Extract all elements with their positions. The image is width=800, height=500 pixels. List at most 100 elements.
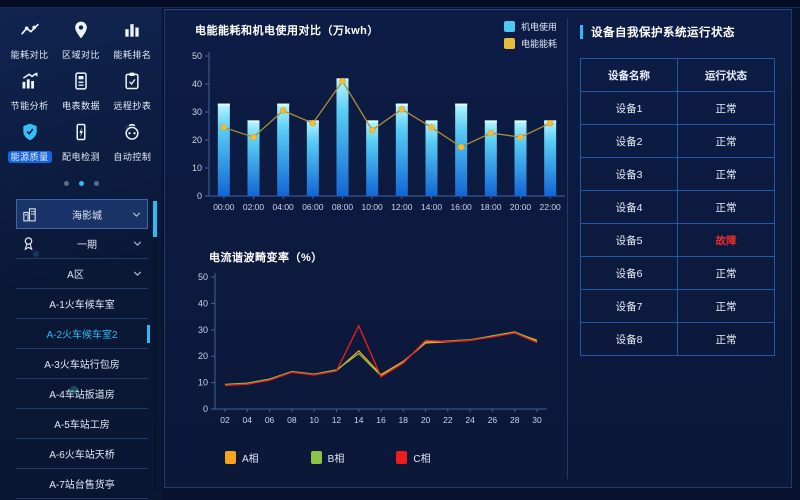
shield-icon xyxy=(20,122,40,142)
legend-swatch xyxy=(396,451,408,464)
sidebar-menu-item[interactable]: 节能分析 xyxy=(4,71,55,112)
device-status-panel: 设备自我保护系统运行状态 设备名称 运行状态 设备1 正常 设备2 正常 设备3 正常 设备… xyxy=(568,10,791,487)
legend-swatch xyxy=(225,451,236,464)
svg-text:16:00: 16:00 xyxy=(451,202,473,212)
svg-text:12: 12 xyxy=(332,415,342,425)
svg-text:10: 10 xyxy=(309,415,319,425)
svg-text:18: 18 xyxy=(399,415,409,425)
tree-item[interactable]: A-3火车站行包房 xyxy=(16,349,148,379)
tree-scrollbar xyxy=(153,201,157,493)
clipboard-icon xyxy=(122,71,142,91)
device-status-table: 设备名称 运行状态 设备1 正常 设备2 正常 设备3 正常 设备4 正常 设备5 故障 设备6 正常… xyxy=(580,58,775,356)
title-accent-bar xyxy=(580,25,583,39)
svg-text:02:00: 02:00 xyxy=(243,202,265,212)
svg-text:26: 26 xyxy=(488,415,498,425)
sidebar-menu-item[interactable]: 区域对比 xyxy=(55,20,106,61)
svg-text:30: 30 xyxy=(192,107,202,117)
menu-item-label: 节能分析 xyxy=(10,101,49,111)
pagination-dot[interactable] xyxy=(93,181,99,186)
panel-divider xyxy=(567,18,568,479)
chevron-down-icon xyxy=(131,267,144,280)
svg-text:18:00: 18:00 xyxy=(480,202,502,212)
svg-text:30: 30 xyxy=(532,415,542,425)
svg-text:02: 02 xyxy=(220,415,230,425)
pagination-dot[interactable] xyxy=(78,181,84,186)
sidebar-menu-item[interactable]: 远程抄表 xyxy=(107,71,158,112)
bar-chart-icon xyxy=(122,20,142,40)
table-row: 设备6 正常 xyxy=(580,256,775,290)
sidebar-menu-item[interactable]: 能源质量 xyxy=(4,122,55,163)
tree-item-label: A-5车站工房 xyxy=(54,420,110,431)
legend-label: A相 xyxy=(242,454,259,465)
device-name-cell: 设备2 xyxy=(580,124,678,158)
tree-item[interactable]: A-7站台售货亭 xyxy=(16,469,148,499)
location-tree: 海影城 一期 A区 A-1火车候车室 A-2火车候车室2 A-3火车站行包房 A-4车站扳道… xyxy=(16,199,157,499)
svg-text:04:00: 04:00 xyxy=(273,202,295,212)
tree-item-label: A-2火车候车室2 xyxy=(46,330,118,341)
menu-item-label: 电表数据 xyxy=(61,101,100,111)
tree-scrollbar-thumb[interactable] xyxy=(153,201,157,237)
status-badge: 正常 xyxy=(677,256,775,290)
main-panel: 电能能耗和机电使用对比（万kwh） 机电使用 电能能耗 0 10 20 30 40 50 00… xyxy=(164,9,792,488)
svg-text:20:00: 20:00 xyxy=(510,202,532,212)
tree-item[interactable]: A-6火车站天桥 xyxy=(16,439,148,469)
sidebar-menu-item[interactable]: 能耗排名 xyxy=(107,20,158,61)
col-header-run-status: 运行状态 xyxy=(677,58,775,92)
tree-item[interactable]: 海影城 xyxy=(16,199,148,229)
svg-text:04: 04 xyxy=(243,415,253,425)
table-row: 设备3 正常 xyxy=(580,157,775,191)
sidebar-menu-item[interactable]: 配电检测 xyxy=(55,122,106,163)
svg-text:40: 40 xyxy=(198,298,208,308)
building-icon xyxy=(21,206,38,223)
svg-text:0: 0 xyxy=(197,191,202,201)
tree-item-label: A区 xyxy=(67,270,84,281)
device-status-title: 设备自我保护系统运行状态 xyxy=(580,24,775,40)
sidebar-menu-item[interactable]: 自动控制 xyxy=(107,122,158,163)
legend-item[interactable]: 机电使用 xyxy=(503,20,557,33)
tree-item[interactable]: A-1火车候车室 xyxy=(16,289,148,319)
sidebar-menu-item[interactable]: 能耗对比 xyxy=(4,20,55,61)
harmonics-chart: 电流谐波畸变率（%） 0 10 20 30 40 50 02 04 06 08 10 12 14 16 18… xyxy=(179,249,567,469)
menu-item-label: 能耗对比 xyxy=(10,50,49,60)
harmonics-chart-title: 电流谐波畸变率（%） xyxy=(209,252,323,264)
device-name-cell: 设备3 xyxy=(580,157,678,191)
table-row: 设备2 正常 xyxy=(580,124,775,158)
legend-item[interactable]: 电能能耗 xyxy=(503,37,557,50)
sidebar-menu-item[interactable]: 电表数据 xyxy=(55,71,106,112)
svg-text:08:00: 08:00 xyxy=(332,202,354,212)
harmonics-chart-legend: A相 B相 C相 xyxy=(225,450,567,469)
svg-text:14:00: 14:00 xyxy=(421,202,443,212)
table-header-row: 设备名称 运行状态 xyxy=(580,58,775,92)
tree-item[interactable]: A-2火车候车室2 xyxy=(16,319,150,349)
device-name-cell: 设备4 xyxy=(580,190,678,224)
svg-text:20: 20 xyxy=(192,135,202,145)
tree-item-label: A-4车站扳道房 xyxy=(49,390,115,401)
tree-item[interactable]: 一期 xyxy=(16,229,148,259)
combo-chart-canvas: 0 10 20 30 40 50 00:00 02:00 04:00 06:00 08:00 10:0… xyxy=(192,51,565,212)
tree-item-label: A-7站台售货亭 xyxy=(49,480,115,491)
tree-item[interactable]: A-4车站扳道房 xyxy=(16,379,148,409)
legend-item[interactable]: B相 xyxy=(310,450,344,465)
menu-item-label: 能耗排名 xyxy=(113,50,152,60)
legend-label: 电能能耗 xyxy=(520,39,557,49)
svg-text:20: 20 xyxy=(198,351,208,361)
legend-item[interactable]: A相 xyxy=(225,450,259,465)
detect-icon xyxy=(71,122,91,142)
trend-icon xyxy=(20,20,40,40)
table-row: 设备8 正常 xyxy=(580,322,775,356)
legend-item[interactable]: C相 xyxy=(396,450,431,465)
menu-pagination xyxy=(0,173,162,191)
pagination-dot[interactable] xyxy=(63,181,69,186)
legend-swatch xyxy=(503,38,515,49)
svg-text:12:00: 12:00 xyxy=(391,202,413,212)
tree-item[interactable]: A区 xyxy=(16,259,148,289)
tree-item[interactable]: A-5车站工房 xyxy=(16,409,148,439)
svg-text:20: 20 xyxy=(421,415,431,425)
legend-label: C相 xyxy=(413,454,431,465)
col-header-device-name: 设备名称 xyxy=(580,58,678,92)
medal-icon xyxy=(20,235,37,252)
device-name-cell: 设备1 xyxy=(580,91,678,125)
table-row: 设备4 正常 xyxy=(580,190,775,224)
table-row: 设备7 正常 xyxy=(580,289,775,323)
svg-text:10:00: 10:00 xyxy=(362,202,384,212)
